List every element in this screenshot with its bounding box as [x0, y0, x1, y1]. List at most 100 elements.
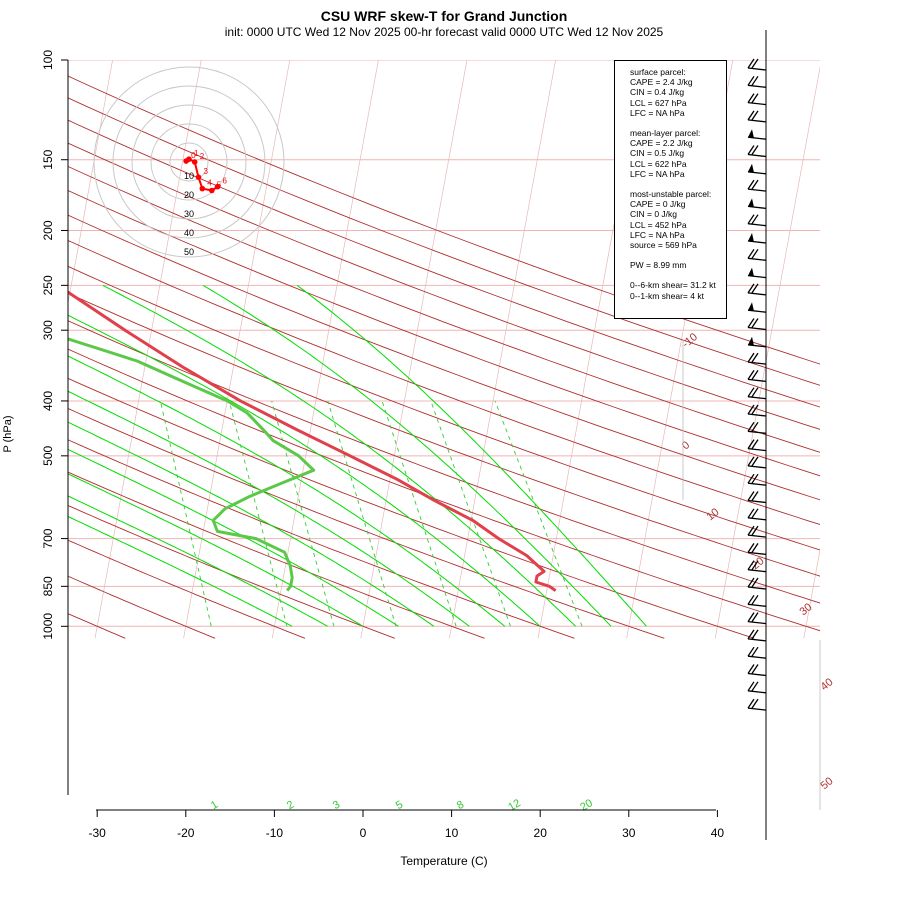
dry-adiabat-label: 10 — [705, 506, 722, 523]
mixing-ratio-label: 3 — [331, 799, 342, 812]
hodograph-point — [214, 183, 221, 190]
stat-line: LCL = 627 hPa — [630, 97, 687, 108]
moist-adiabat-line — [68, 421, 435, 627]
most-unstable-parcel-stats: most-unstable parcel: CAPE = 0 J/kg CIN … — [630, 189, 726, 250]
dry-adiabat-line — [68, 75, 820, 365]
x-tick-label: 0 — [360, 826, 367, 840]
wind-barb — [747, 214, 767, 227]
stat-line: 0--1-km shear= 4 kt — [630, 290, 704, 301]
dry-adiabat-label: 30 — [798, 601, 815, 618]
wind-barbs — [747, 30, 767, 840]
wind-barb — [747, 439, 767, 452]
wind-barb — [747, 560, 767, 573]
isotherm-line — [0, 34, 29, 638]
mixing-ratio-label: 12 — [506, 797, 523, 814]
stat-line: LCL = 622 hPa — [630, 158, 687, 169]
x-tick-label: -20 — [177, 826, 195, 840]
moist-adiabat-line — [68, 473, 364, 627]
dry-adiabat-line — [68, 165, 820, 453]
moist-adiabat-line — [68, 448, 399, 627]
stat-line: LFC = NA hPa — [630, 107, 685, 118]
isotherm-line — [183, 60, 291, 639]
mixing-ratio-line — [381, 400, 457, 627]
y-tick-label: 700 — [41, 528, 55, 548]
wind-barb — [747, 421, 767, 434]
dry-adiabat-line — [68, 239, 820, 525]
stat-line: CIN = 0.4 J/kg — [630, 87, 685, 98]
x-tick-label: 20 — [534, 826, 548, 840]
mixing-ratio-label: 2 — [285, 799, 296, 812]
wind-barb — [747, 110, 767, 123]
wind-barb — [747, 179, 767, 192]
dry-adiabat-line — [68, 613, 126, 639]
stat-line: PW = 8.99 mm — [630, 260, 687, 271]
isotherm-line — [892, 34, 900, 638]
stat-line: CAPE = 0 J/kg — [630, 199, 686, 210]
dry-adiabat-label: 50 — [819, 775, 836, 792]
wind-barb — [747, 577, 767, 590]
dry-adiabat-line — [68, 97, 820, 386]
stat-line: source = 569 hPa — [630, 240, 697, 251]
hodograph-point-label: 2 — [200, 152, 205, 161]
wind-barb — [747, 93, 767, 106]
stat-line: CAPE = 2.4 J/kg — [630, 77, 693, 88]
hodograph-ring — [131, 104, 247, 220]
dry-adiabat-label: 40 — [819, 676, 836, 693]
isotherm-line — [803, 548, 820, 639]
dry-adiabat-line — [68, 348, 820, 632]
hodograph-point-label: 3 — [204, 167, 209, 176]
stat-line: CIN = 0 J/kg — [630, 209, 678, 220]
wind-barb — [747, 302, 767, 313]
hodograph-point-label: 4 — [207, 179, 212, 188]
stat-line: LFC = NA hPa — [630, 229, 685, 240]
wind-barb — [747, 198, 767, 210]
y-tick-label: 250 — [41, 275, 55, 295]
dry-adiabat-line — [68, 377, 755, 639]
dry-adiabat-line — [68, 190, 820, 477]
x-axis-label: Temperature (C) — [400, 854, 488, 868]
mixing-ratio-label: 20 — [578, 797, 595, 814]
wind-barb — [747, 594, 767, 607]
stat-line: LCL = 452 hPa — [630, 219, 687, 230]
wind-barb — [747, 336, 767, 348]
wind-barb — [747, 145, 767, 158]
hodograph-ring — [150, 123, 228, 201]
moist-adiabat-line — [68, 314, 541, 627]
wind-barb — [747, 404, 767, 417]
stat-line: surface parcel: — [630, 67, 686, 77]
hodograph-ring-label: 30 — [184, 209, 194, 219]
wind-barb — [747, 129, 767, 140]
wind-barb — [747, 491, 767, 504]
dry-adiabat-line — [68, 265, 820, 551]
wind-barb — [747, 612, 767, 625]
wind-barb — [747, 58, 767, 71]
hodograph-point — [209, 187, 215, 194]
dry-adiabat-line — [68, 439, 575, 639]
x-tick-label: -30 — [89, 826, 107, 840]
stat-line: CIN = 0.5 J/kg — [630, 148, 685, 159]
wind-barb — [747, 75, 767, 88]
mixing-ratio-line — [271, 400, 335, 627]
y-tick-label: 100 — [41, 50, 55, 70]
wind-barb — [747, 248, 767, 261]
x-tick-label: 10 — [445, 826, 459, 840]
hodograph-point — [186, 156, 192, 162]
hodograph-point — [199, 185, 206, 192]
wind-barb — [747, 681, 767, 694]
y-tick-label: 850 — [41, 576, 55, 596]
wind-barb — [747, 664, 767, 677]
wind-barb — [747, 473, 767, 486]
isotherm-line — [68, 60, 113, 305]
parcel-stats-box: surface parcel: CAPE = 2.4 J/kg CIN = 0.… — [614, 60, 727, 319]
wind-barb — [747, 163, 767, 175]
moist-adiabat-line — [102, 284, 576, 627]
wind-barb — [747, 283, 767, 296]
mixing-ratio-label: 1 — [209, 799, 220, 812]
hodograph-ring-label: 10 — [184, 171, 194, 181]
wind-barb — [747, 387, 767, 400]
dry-adiabat-line — [68, 504, 395, 639]
moist-adiabat-line — [68, 515, 293, 627]
mixing-ratio-line — [430, 400, 511, 627]
dry-adiabat-label: 0 — [680, 439, 692, 452]
